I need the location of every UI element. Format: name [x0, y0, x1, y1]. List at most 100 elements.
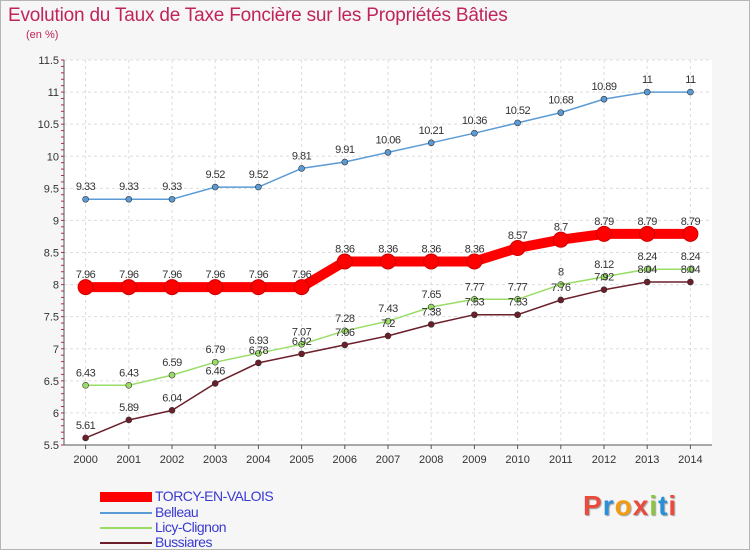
data-point-licy [255, 349, 262, 357]
data-label-belleau: 10.52 [505, 105, 530, 117]
data-point-torcy [293, 279, 310, 296]
y-tick-label: 9 [53, 215, 59, 227]
x-tick-label: 2013 [635, 454, 659, 466]
data-point-torcy [509, 240, 526, 257]
data-label-belleau: 9.81 [292, 150, 312, 162]
data-point-licy [557, 281, 565, 288]
data-label-torcy: 7.96 [162, 269, 182, 281]
data-label-licy: 6.59 [162, 357, 182, 369]
data-label-licy: 7.43 [378, 303, 398, 315]
data-point-belleau [125, 195, 133, 203]
data-point-bussiares [687, 278, 694, 286]
data-point-licy [341, 327, 349, 335]
data-label-licy: 8.24 [637, 251, 657, 263]
y-tick-label: 5.5 [44, 440, 59, 452]
logo-letter: t [658, 490, 669, 521]
data-label-bussiares: 5.89 [119, 402, 139, 414]
data-label-torcy: 8.36 [378, 243, 398, 255]
data-point-bussiares [557, 296, 565, 304]
data-point-bussiares [82, 434, 89, 442]
data-point-bussiares [427, 321, 435, 328]
data-point-licy [471, 296, 478, 303]
data-label-bussiares: 6.04 [162, 392, 182, 404]
data-label-bussiares: 6.92 [292, 336, 312, 348]
legend-swatch-torcy [100, 492, 152, 502]
data-label-bussiares: 7.53 [508, 297, 528, 309]
data-label-licy: 8.12 [594, 259, 614, 271]
data-point-belleau [298, 165, 305, 172]
logo-letter: i [649, 490, 659, 521]
data-point-belleau [600, 95, 608, 103]
data-label-belleau: 10.21 [419, 125, 444, 137]
legend-label-belleau: Belleau [155, 504, 199, 520]
x-tick-label: 2004 [246, 454, 270, 466]
data-label-belleau: 10.06 [375, 134, 400, 146]
legend-label-torcy: TORCY-EN-VALOIS [155, 488, 274, 504]
data-point-torcy [682, 225, 699, 242]
x-tick-label: 2008 [419, 454, 443, 466]
data-label-bussiares: 6.78 [249, 345, 269, 357]
x-tick-label: 2007 [376, 454, 400, 466]
data-point-licy [298, 340, 305, 348]
data-label-belleau: 10.68 [548, 95, 573, 107]
y-tick-label: 6.5 [44, 376, 59, 388]
data-label-torcy: 8.79 [594, 216, 614, 228]
data-point-torcy [250, 279, 267, 296]
data-point-bussiares [471, 311, 478, 319]
data-point-bussiares [168, 407, 176, 414]
y-tick-label: 8 [53, 280, 59, 292]
proxiti-logo: Proxiti [583, 490, 677, 522]
logo-letter: r [602, 490, 615, 521]
data-label-torcy: 7.96 [292, 269, 312, 281]
data-label-belleau: 10.89 [591, 81, 616, 93]
legend-label-bussiares: Bussiares [155, 534, 212, 550]
y-tick-label: 8.5 [44, 248, 59, 260]
data-label-torcy: 8.36 [421, 243, 441, 255]
x-tick-label: 2005 [289, 454, 313, 466]
data-label-belleau: 10.36 [462, 115, 487, 127]
logo-letter: i [668, 490, 678, 521]
y-tick-label: 11.5 [38, 55, 59, 67]
legend-swatch-bussiares [100, 542, 152, 544]
x-tick-label: 2010 [505, 454, 529, 466]
data-label-belleau: 9.33 [76, 181, 96, 193]
data-point-belleau [168, 195, 176, 203]
data-label-torcy: 7.96 [205, 269, 225, 281]
data-point-torcy [207, 279, 224, 296]
data-label-torcy: 8.79 [681, 216, 701, 228]
data-point-belleau [255, 183, 262, 191]
data-point-licy [168, 371, 176, 379]
data-label-bussiares: 7.92 [594, 272, 614, 284]
data-label-bussiares: 7.38 [421, 306, 441, 318]
x-tick-label: 2002 [160, 454, 184, 466]
data-point-licy [600, 273, 608, 281]
x-tick-label: 2006 [333, 454, 357, 466]
data-point-torcy [77, 279, 94, 296]
data-point-belleau [471, 129, 478, 137]
data-point-belleau [687, 88, 694, 96]
data-label-torcy: 8.36 [465, 243, 485, 255]
data-label-torcy: 8.36 [335, 243, 355, 255]
y-tick-label: 9.5 [44, 183, 59, 195]
data-label-licy: 8.24 [681, 251, 701, 263]
data-label-licy: 7.77 [465, 281, 485, 293]
y-tick-label: 7.5 [44, 312, 59, 324]
data-point-licy [125, 382, 133, 389]
data-point-torcy [639, 225, 656, 242]
data-point-licy [384, 317, 392, 325]
data-point-bussiares [211, 380, 219, 387]
data-label-belleau: 9.33 [119, 181, 139, 193]
data-point-torcy [466, 253, 483, 270]
data-label-bussiares: 6.46 [205, 365, 225, 377]
data-point-bussiares [384, 332, 392, 340]
data-point-belleau [643, 88, 651, 96]
y-tick-label: 10.5 [38, 119, 59, 131]
x-tick-label: 2012 [592, 454, 616, 466]
data-point-torcy [120, 279, 137, 296]
data-point-belleau [341, 158, 349, 166]
data-label-bussiares: 5.61 [76, 420, 96, 432]
data-point-torcy [164, 279, 180, 296]
data-point-licy [82, 382, 89, 389]
data-point-bussiares [298, 350, 305, 358]
